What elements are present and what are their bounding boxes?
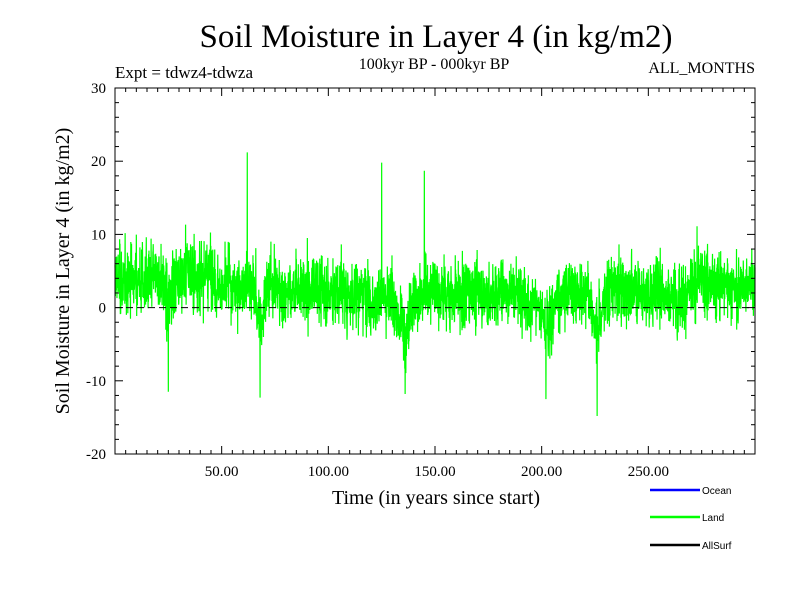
legend: Ocean Land AllSurf	[650, 486, 732, 552]
period-label: ALL_MONTHS	[648, 60, 755, 77]
legend-label-land: Land	[702, 513, 724, 524]
chart-subtitle: 100kyr BP - 000kyr BP	[359, 56, 510, 73]
experiment-label: Expt = tdwz4-tdwza	[115, 63, 253, 82]
series-line-land	[114, 152, 756, 416]
data-layer	[114, 152, 756, 416]
chart-title: Soil Moisture in Layer 4 (in kg/m2)	[200, 19, 673, 55]
y-tick-label: 30	[91, 81, 106, 97]
x-tick-label: 50.00	[205, 464, 239, 480]
ticks-layer: 50.00 100.00 150.00 200.00 250.00 -20 -10 0 10 20…	[86, 81, 755, 480]
x-tick-label: 150.00	[414, 464, 455, 480]
y-tick-label: 0	[99, 301, 107, 317]
x-tick-label: 250.00	[628, 464, 669, 480]
y-tick-label: 20	[91, 154, 106, 170]
legend-label-ocean: Ocean	[702, 486, 731, 497]
x-axis-label: Time (in years since start)	[332, 487, 540, 509]
y-axis-label: Soil Moisture in Layer 4 (in kg/m2)	[52, 128, 74, 415]
legend-label-allsurf: AllSurf	[702, 541, 732, 552]
y-tick-label: -20	[86, 447, 106, 463]
y-tick-label: -10	[86, 374, 106, 390]
y-tick-label: 10	[91, 227, 106, 243]
x-tick-label: 200.00	[521, 464, 562, 480]
x-tick-label: 100.00	[308, 464, 349, 480]
